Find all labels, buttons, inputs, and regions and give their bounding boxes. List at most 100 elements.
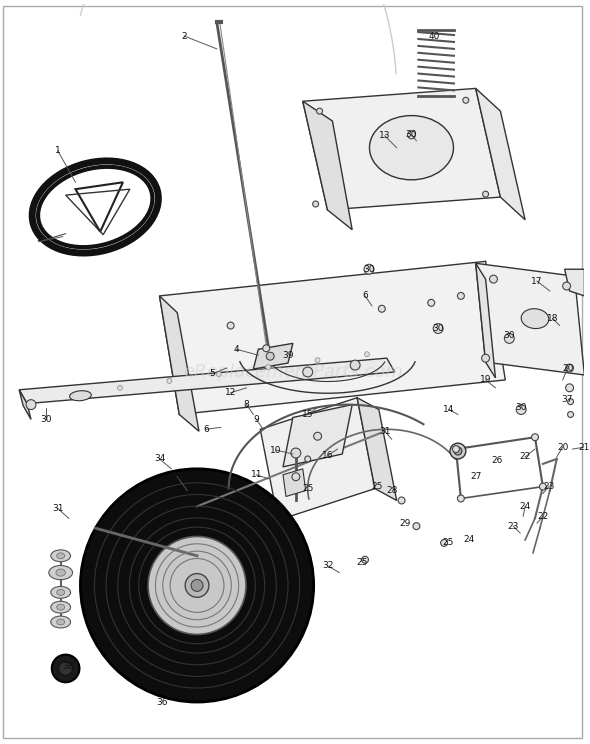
Text: 21: 21 [579,443,590,452]
Text: 32: 32 [322,561,333,570]
Circle shape [266,365,271,370]
Polygon shape [159,261,506,414]
Circle shape [58,661,73,676]
Circle shape [305,456,311,462]
Text: 5: 5 [209,370,215,379]
Text: 12: 12 [225,388,237,397]
Circle shape [266,352,274,360]
Polygon shape [303,101,352,230]
Circle shape [408,131,415,139]
Text: 23: 23 [507,522,519,530]
Text: 10: 10 [270,446,282,455]
Text: 22: 22 [537,512,549,521]
Circle shape [453,446,460,452]
Ellipse shape [57,553,65,559]
Text: 1: 1 [55,146,61,155]
Text: 39: 39 [282,350,294,359]
Text: 3: 3 [36,234,42,243]
Circle shape [314,432,322,440]
Text: 30: 30 [432,324,444,333]
Polygon shape [283,405,352,467]
Text: 28: 28 [386,486,398,495]
Circle shape [532,434,539,440]
Text: 36: 36 [157,698,168,707]
Text: 6: 6 [362,292,368,301]
Circle shape [398,497,405,504]
Ellipse shape [521,309,549,329]
Text: 30: 30 [363,265,375,274]
Circle shape [263,344,270,352]
Ellipse shape [57,604,65,610]
Circle shape [378,305,385,312]
Polygon shape [159,296,199,432]
Text: 4: 4 [234,344,240,354]
Ellipse shape [369,115,454,180]
Circle shape [563,282,571,290]
Ellipse shape [57,589,65,595]
Polygon shape [19,358,395,404]
Circle shape [227,322,234,329]
Circle shape [185,574,209,597]
Text: 15: 15 [302,410,313,419]
Text: 38: 38 [62,662,73,671]
Ellipse shape [51,616,71,628]
Text: 17: 17 [531,277,543,286]
Text: eReplacementParts.com: eReplacementParts.com [183,363,403,381]
Ellipse shape [51,601,71,613]
Text: 37: 37 [561,395,572,404]
Circle shape [365,352,369,356]
Circle shape [481,354,490,362]
Polygon shape [260,398,375,520]
Polygon shape [476,89,525,219]
Text: 16: 16 [322,452,333,461]
Circle shape [568,411,573,417]
Text: 25: 25 [356,558,368,567]
Circle shape [539,483,546,490]
Text: 24: 24 [519,502,531,511]
Text: 11: 11 [251,470,262,479]
Circle shape [148,536,246,635]
Circle shape [191,580,203,591]
Circle shape [315,358,320,362]
Circle shape [490,275,497,283]
Ellipse shape [70,391,91,401]
Circle shape [463,97,469,103]
Circle shape [457,495,464,502]
Text: 27: 27 [470,472,481,481]
Text: 18: 18 [547,314,559,323]
Text: 24: 24 [463,536,474,545]
Circle shape [217,371,221,376]
Polygon shape [19,390,31,420]
Circle shape [350,360,360,370]
Circle shape [313,201,319,207]
Circle shape [362,557,369,563]
Text: 20: 20 [557,443,568,452]
Text: 31: 31 [379,427,391,436]
Circle shape [292,472,300,481]
Polygon shape [476,263,585,375]
Circle shape [303,367,313,377]
Circle shape [26,400,36,409]
Polygon shape [253,343,293,369]
Text: 30: 30 [406,130,417,139]
Text: 33: 33 [172,472,183,481]
Ellipse shape [56,569,65,576]
Text: 35: 35 [191,692,203,701]
Circle shape [317,108,323,114]
Ellipse shape [51,586,71,598]
Circle shape [566,384,573,392]
Text: 6: 6 [203,425,209,434]
Circle shape [52,655,80,682]
Text: 25: 25 [442,539,454,548]
Circle shape [457,292,464,299]
Circle shape [433,324,443,333]
Circle shape [450,443,466,459]
Text: 23: 23 [543,482,555,491]
Text: 29: 29 [399,519,410,527]
Circle shape [117,385,123,391]
Text: 30: 30 [40,415,51,424]
Circle shape [504,333,514,343]
Text: 22: 22 [519,452,531,461]
Text: 30: 30 [516,403,527,412]
Circle shape [291,448,301,458]
